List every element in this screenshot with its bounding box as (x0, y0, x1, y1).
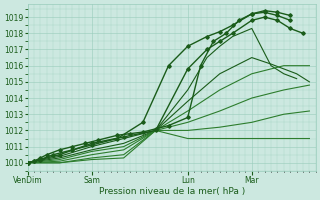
X-axis label: Pression niveau de la mer( hPa ): Pression niveau de la mer( hPa ) (99, 187, 245, 196)
